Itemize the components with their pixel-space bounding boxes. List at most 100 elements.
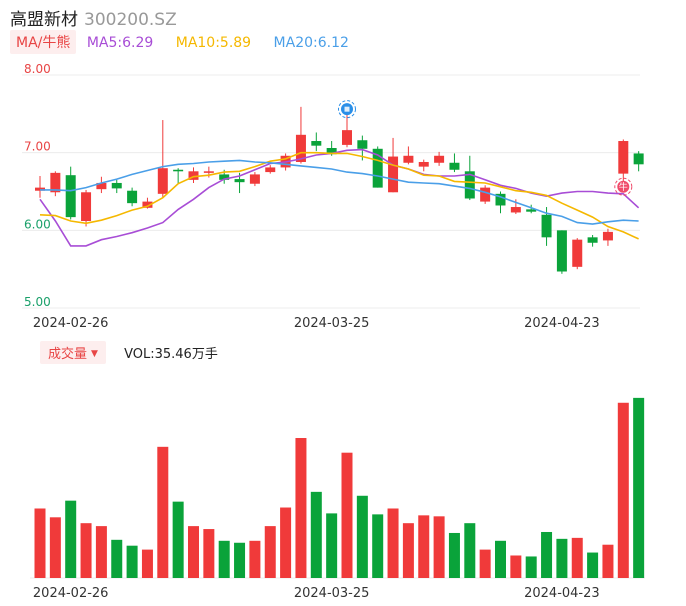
volume-bar bbox=[587, 552, 599, 578]
volume-date-axis: 2024-02-26 2024-03-25 2024-04-23 bbox=[33, 586, 600, 601]
stock-title: 高盟新材 300200.SZ bbox=[10, 5, 177, 30]
candle-body bbox=[510, 207, 521, 213]
candle bbox=[50, 171, 61, 197]
volume-bar bbox=[418, 515, 430, 578]
candle-body bbox=[65, 175, 76, 218]
candle bbox=[81, 189, 92, 227]
volume-bars bbox=[30, 397, 645, 579]
volume-bar bbox=[556, 538, 568, 578]
candle bbox=[96, 176, 107, 194]
candle-body bbox=[311, 141, 322, 146]
volume-bar bbox=[326, 513, 338, 578]
volume-bar bbox=[602, 544, 614, 578]
volume-bar bbox=[510, 555, 522, 578]
price-date-axis: 2024-02-26 2024-03-25 2024-04-23 bbox=[33, 316, 600, 331]
candle-body bbox=[572, 239, 583, 267]
volume-indicator-selector[interactable]: 成交量 ▼ bbox=[40, 341, 106, 364]
x-tick-label: 2024-02-26 bbox=[33, 316, 109, 331]
volume-bar bbox=[264, 526, 276, 578]
signal-markers: 牛 bbox=[338, 100, 633, 196]
candle bbox=[157, 120, 168, 197]
candle bbox=[556, 230, 567, 274]
candle-body bbox=[249, 174, 260, 184]
volume-tag-label: 成交量 bbox=[48, 347, 88, 362]
y-tick-label: 7.00 bbox=[24, 140, 51, 154]
candle-body bbox=[81, 192, 92, 222]
candle-body bbox=[541, 214, 552, 238]
volume-bar bbox=[172, 501, 184, 578]
candle-body bbox=[418, 161, 429, 167]
candle-body bbox=[173, 169, 184, 172]
candle-body bbox=[388, 156, 399, 193]
volume-bar bbox=[571, 537, 583, 578]
volume-bar bbox=[310, 491, 322, 578]
volume-legend: 成交量 ▼ VOL:35.46万手 bbox=[40, 341, 218, 364]
volume-bar bbox=[495, 540, 506, 578]
candle bbox=[111, 179, 122, 194]
volume-bar bbox=[218, 540, 230, 578]
ma10-line bbox=[39, 151, 639, 240]
ma20-line bbox=[40, 159, 639, 225]
volume-bar bbox=[525, 556, 537, 578]
ma-indicator-selector[interactable]: MA/牛熊 bbox=[10, 30, 77, 54]
volume-bar bbox=[402, 523, 414, 578]
ma10-label: MA10:5.89 bbox=[175, 35, 252, 51]
candle-body bbox=[157, 168, 168, 194]
candle-body bbox=[618, 141, 629, 174]
y-tick-label: 5.00 bbox=[24, 295, 51, 309]
volume-bar bbox=[188, 526, 199, 578]
candle-body bbox=[372, 148, 383, 188]
volume-bar bbox=[295, 438, 307, 578]
y-tick-label: 6.00 bbox=[24, 217, 51, 231]
volume-bar bbox=[80, 523, 92, 578]
volume-bar bbox=[372, 514, 384, 578]
volume-bar bbox=[633, 397, 645, 578]
candle-body bbox=[96, 182, 107, 190]
volume-bar bbox=[234, 542, 246, 578]
volume-bar bbox=[203, 529, 215, 578]
candle bbox=[587, 234, 598, 247]
volume-bar bbox=[448, 532, 460, 578]
x-tick-label: 2024-03-25 bbox=[294, 586, 370, 601]
volume-bar bbox=[111, 539, 123, 578]
candle bbox=[249, 172, 260, 187]
candle-body bbox=[449, 162, 460, 170]
volume-bar bbox=[95, 526, 107, 578]
candle bbox=[35, 175, 45, 198]
candle-body bbox=[434, 155, 445, 163]
candle-body bbox=[265, 167, 276, 173]
volume-bar bbox=[356, 495, 368, 578]
x-tick-label: 2024-02-26 bbox=[33, 586, 109, 601]
ma5-label: MA5:6.29 bbox=[86, 35, 154, 51]
candle bbox=[188, 167, 199, 183]
candle bbox=[526, 204, 537, 214]
candle-body bbox=[602, 231, 613, 241]
candle-body bbox=[587, 237, 598, 243]
candle-body bbox=[326, 148, 337, 155]
signal-ring bbox=[614, 177, 633, 196]
volume-value: VOL:35.46万手 bbox=[124, 347, 218, 362]
x-tick-label: 2024-03-25 bbox=[294, 316, 370, 331]
volume-bar bbox=[541, 531, 553, 578]
candlestick-series bbox=[35, 106, 644, 274]
candle bbox=[372, 146, 383, 188]
x-tick-label: 2024-04-23 bbox=[524, 316, 600, 331]
volume-bar bbox=[617, 402, 629, 578]
caret-down-icon: ▼ bbox=[91, 349, 98, 359]
candle-body bbox=[357, 140, 368, 149]
candle bbox=[449, 153, 460, 173]
volume-bar bbox=[249, 540, 261, 578]
y-tick-label: 8.00 bbox=[24, 62, 51, 76]
candle-body bbox=[219, 174, 230, 180]
candle bbox=[480, 185, 491, 204]
volume-bar bbox=[479, 549, 491, 578]
bull-signal-icon: 牛 bbox=[614, 177, 633, 196]
signal-dot bbox=[617, 180, 630, 193]
moving-average-lines bbox=[39, 148, 640, 247]
candle bbox=[572, 238, 583, 270]
volume-bar bbox=[34, 508, 46, 578]
candle-body bbox=[526, 209, 537, 212]
candle-body bbox=[127, 190, 138, 204]
blue-signal-icon bbox=[338, 100, 356, 119]
